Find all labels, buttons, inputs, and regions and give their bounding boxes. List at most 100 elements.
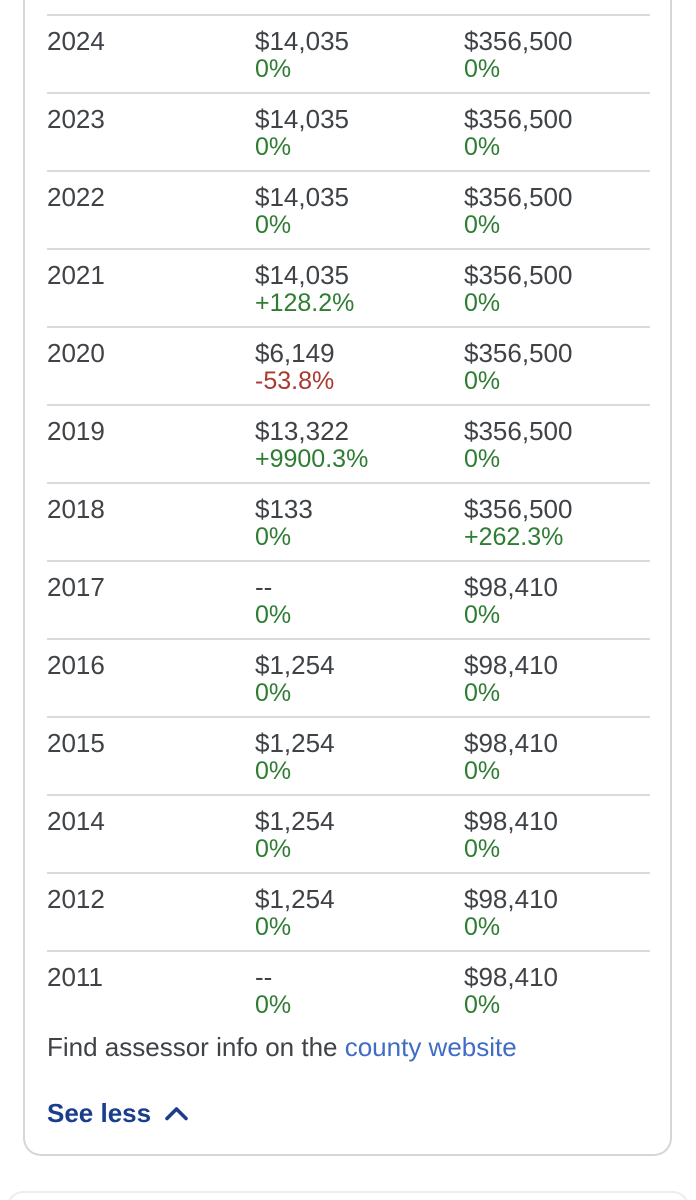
tax-history-row: 2016 $1,254 0% $98,410 0% [47, 638, 650, 716]
assessment-change: +262.3% [464, 523, 564, 551]
tax-history-row: 2024 $14,035 0% $356,500 0% [47, 14, 650, 92]
assessment-change: 0% [464, 913, 501, 941]
see-less-button[interactable]: See less [47, 1098, 189, 1129]
assessment-amount: $98,410 [464, 962, 558, 992]
assessment-change: 0% [464, 835, 501, 863]
assessor-info-text: Find assessor info on the county website [47, 1032, 650, 1062]
year-cell: 2020 [47, 338, 105, 368]
tax-change: 0% [255, 601, 292, 629]
assessment-change: 0% [464, 601, 501, 629]
tax-cell: $6,149 -53.8% [255, 339, 464, 395]
tax-amount: $1,254 [255, 884, 335, 914]
assessment-cell: $356,500 0% [464, 183, 650, 239]
tax-amount: $14,035 [255, 26, 349, 56]
assessment-cell: $356,500 0% [464, 261, 650, 317]
tax-change: 0% [255, 991, 292, 1019]
tax-history-row: 2018 $133 0% $356,500 +262.3% [47, 482, 650, 560]
assessment-cell: $98,410 0% [464, 729, 650, 785]
tax-history-row: 2014 $1,254 0% $98,410 0% [47, 794, 650, 872]
year-cell: 2023 [47, 104, 105, 134]
assessment-amount: $356,500 [464, 104, 573, 134]
assessment-change: 0% [464, 757, 501, 785]
assessment-change: 0% [464, 445, 501, 473]
tax-amount: $1,254 [255, 650, 335, 680]
year-cell: 2018 [47, 494, 105, 524]
tax-history-row: 2021 $14,035 +128.2% $356,500 0% [47, 248, 650, 326]
assessment-cell: $98,410 0% [464, 885, 650, 941]
tax-amount: $14,035 [255, 104, 349, 134]
tax-change: 0% [255, 913, 292, 941]
tax-change: 0% [255, 133, 292, 161]
tax-change: 0% [255, 523, 292, 551]
assessment-cell: $98,410 0% [464, 651, 650, 707]
tax-cell: $14,035 0% [255, 105, 464, 161]
tax-change: +128.2% [255, 289, 355, 317]
year-cell: 2014 [47, 806, 105, 836]
assessment-amount: $356,500 [464, 182, 573, 212]
tax-history-row: 2023 $14,035 0% $356,500 0% [47, 92, 650, 170]
year-cell: 2021 [47, 260, 105, 290]
county-website-link[interactable]: county website [344, 1032, 517, 1062]
assessment-cell: $356,500 +262.3% [464, 495, 650, 551]
assessment-amount: $98,410 [464, 728, 558, 758]
tax-cell: $1,254 0% [255, 885, 464, 941]
assessment-cell: $356,500 0% [464, 105, 650, 161]
tax-cell: $133 0% [255, 495, 464, 551]
see-less-label: See less [47, 1098, 152, 1128]
tax-amount: $1,254 [255, 806, 335, 836]
tax-history-card: 2024 $14,035 0% $356,500 0% 2023 $14,035… [23, 0, 672, 1156]
assessment-cell: $98,410 0% [464, 573, 650, 629]
assessment-cell: $98,410 0% [464, 963, 650, 1019]
tax-cell: -- 0% [255, 573, 464, 629]
tax-amount: $1,254 [255, 728, 335, 758]
tax-change: -53.8% [255, 367, 335, 395]
year-cell: 2011 [47, 962, 103, 992]
tax-history-row: 2022 $14,035 0% $356,500 0% [47, 170, 650, 248]
tax-history-table: 2024 $14,035 0% $356,500 0% 2023 $14,035… [47, 14, 650, 1028]
tax-cell: $13,322 +9900.3% [255, 417, 464, 473]
tax-history-card-inner: 2024 $14,035 0% $356,500 0% 2023 $14,035… [25, 0, 670, 1129]
assessment-cell: $356,500 0% [464, 27, 650, 83]
tax-change: 0% [255, 679, 292, 707]
next-card-top-edge [7, 1191, 689, 1200]
year-cell: 2015 [47, 728, 105, 758]
assessment-amount: $356,500 [464, 260, 573, 290]
assessment-change: 0% [464, 991, 501, 1019]
year-cell: 2019 [47, 416, 105, 446]
tax-history-row: 2015 $1,254 0% $98,410 0% [47, 716, 650, 794]
tax-history-row: 2012 $1,254 0% $98,410 0% [47, 872, 650, 950]
assessment-cell: $356,500 0% [464, 339, 650, 395]
assessment-cell: $98,410 0% [464, 807, 650, 863]
tax-amount: $14,035 [255, 182, 349, 212]
assessment-amount: $356,500 [464, 338, 573, 368]
tax-cell: $1,254 0% [255, 807, 464, 863]
year-cell: 2017 [47, 572, 105, 602]
tax-change: 0% [255, 55, 292, 83]
tax-amount: $13,322 [255, 416, 349, 446]
chevron-up-icon [164, 1105, 189, 1122]
tax-history-row: 2020 $6,149 -53.8% $356,500 0% [47, 326, 650, 404]
tax-amount: $6,149 [255, 338, 335, 368]
year-cell: 2024 [47, 26, 105, 56]
assessment-amount: $98,410 [464, 650, 558, 680]
year-cell: 2012 [47, 884, 105, 914]
assessment-amount: $98,410 [464, 884, 558, 914]
assessor-info-prefix: Find assessor info on the [47, 1032, 345, 1062]
assessment-change: 0% [464, 211, 501, 239]
tax-change: 0% [255, 757, 292, 785]
tax-amount: $133 [255, 494, 313, 524]
tax-cell: $1,254 0% [255, 651, 464, 707]
year-cell: 2016 [47, 650, 105, 680]
assessment-amount: $356,500 [464, 494, 573, 524]
year-cell: 2022 [47, 182, 105, 212]
tax-cell: $14,035 0% [255, 27, 464, 83]
tax-history-row: 2019 $13,322 +9900.3% $356,500 0% [47, 404, 650, 482]
tax-cell: $14,035 0% [255, 183, 464, 239]
tax-history-row: 2017 -- 0% $98,410 0% [47, 560, 650, 638]
assessment-amount: $98,410 [464, 572, 558, 602]
assessment-amount: $98,410 [464, 806, 558, 836]
tax-cell: $1,254 0% [255, 729, 464, 785]
assessment-amount: $356,500 [464, 416, 573, 446]
assessment-change: 0% [464, 55, 501, 83]
